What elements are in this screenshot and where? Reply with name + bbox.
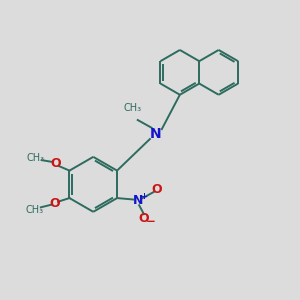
Text: +: +: [140, 192, 147, 201]
Text: O: O: [139, 212, 149, 225]
Text: CH₃: CH₃: [27, 153, 45, 163]
Text: O: O: [50, 197, 61, 210]
Text: −: −: [146, 215, 155, 228]
Text: CH₃: CH₃: [26, 205, 44, 215]
Text: O: O: [51, 157, 61, 169]
Text: CH₃: CH₃: [124, 103, 142, 113]
Text: N: N: [134, 194, 144, 207]
Text: N: N: [150, 127, 162, 141]
Text: O: O: [151, 183, 162, 196]
